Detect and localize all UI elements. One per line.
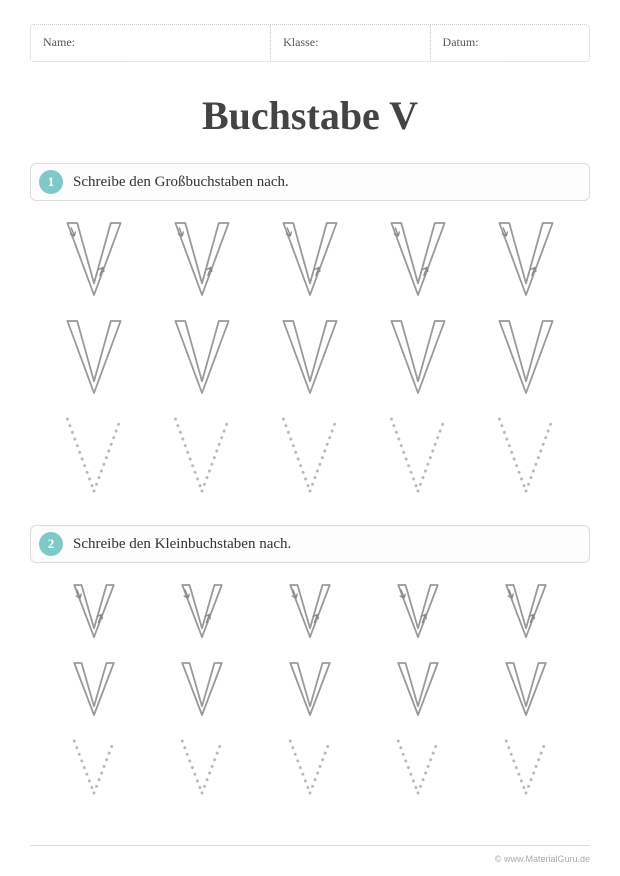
letter-v-outline_arrows <box>68 581 120 641</box>
letter-cell <box>364 415 472 495</box>
footer-copyright: © www.MaterialGuru.de <box>495 854 590 864</box>
letter-v-dotted <box>275 415 345 495</box>
letter-v-outline_arrows <box>500 581 552 641</box>
step-badge: 1 <box>39 170 63 194</box>
letter-v-dotted <box>500 737 552 797</box>
letter-v-outline <box>500 659 552 719</box>
letter-v-dotted <box>383 415 453 495</box>
letter-row <box>40 317 580 397</box>
letter-cell <box>148 415 256 495</box>
letter-v-outline <box>176 659 228 719</box>
letter-cell <box>40 317 148 397</box>
letter-v-outline_arrows <box>383 219 453 299</box>
letter-v-dotted <box>491 415 561 495</box>
instruction-bar: 1 Schreibe den Großbuchstaben nach. <box>30 163 590 201</box>
letter-cell <box>40 659 148 719</box>
letter-cell <box>40 737 148 797</box>
letter-v-outline_arrows <box>176 581 228 641</box>
letter-grid <box>30 219 590 495</box>
letter-cell <box>472 581 580 641</box>
letter-v-dotted <box>167 415 237 495</box>
letter-v-outline_arrows <box>392 581 444 641</box>
letter-v-outline_arrows <box>491 219 561 299</box>
letter-row <box>40 219 580 299</box>
letter-row <box>40 659 580 719</box>
letter-v-outline_arrows <box>167 219 237 299</box>
letter-cell <box>40 415 148 495</box>
letter-cell <box>40 581 148 641</box>
letter-v-dotted <box>59 415 129 495</box>
letter-v-outline <box>383 317 453 397</box>
header-name[interactable]: Name: <box>31 25 271 61</box>
letter-v-dotted <box>284 737 336 797</box>
letter-row <box>40 737 580 797</box>
letter-cell <box>256 581 364 641</box>
letter-v-dotted <box>68 737 120 797</box>
letter-v-outline <box>167 317 237 397</box>
letter-cell <box>148 581 256 641</box>
letter-cell <box>472 737 580 797</box>
letter-cell <box>256 415 364 495</box>
letter-cell <box>472 659 580 719</box>
step-badge: 2 <box>39 532 63 556</box>
footer-divider <box>30 845 590 846</box>
letter-cell <box>148 659 256 719</box>
letter-v-dotted <box>176 737 228 797</box>
letter-cell <box>256 737 364 797</box>
letter-v-outline_arrows <box>284 581 336 641</box>
header-row: Name: Klasse: Datum: <box>30 24 590 62</box>
instruction-text: Schreibe den Kleinbuchstaben nach. <box>73 536 291 553</box>
letter-v-outline <box>275 317 345 397</box>
letter-v-outline <box>68 659 120 719</box>
letter-v-outline <box>392 659 444 719</box>
letter-cell <box>364 317 472 397</box>
letter-cell <box>148 219 256 299</box>
letter-v-outline <box>491 317 561 397</box>
letter-v-dotted <box>392 737 444 797</box>
letter-cell <box>472 415 580 495</box>
page-title: Buchstabe V <box>30 92 590 139</box>
letter-cell <box>364 581 472 641</box>
letter-grid <box>30 581 590 797</box>
letter-cell <box>256 317 364 397</box>
letter-cell <box>472 219 580 299</box>
letter-cell <box>364 737 472 797</box>
instruction-text: Schreibe den Großbuchstaben nach. <box>73 174 289 191</box>
letter-cell <box>40 219 148 299</box>
letter-v-outline <box>284 659 336 719</box>
letter-row <box>40 415 580 495</box>
letter-v-outline_arrows <box>59 219 129 299</box>
letter-row <box>40 581 580 641</box>
letter-cell <box>256 659 364 719</box>
header-class[interactable]: Klasse: <box>271 25 430 61</box>
letter-cell <box>148 737 256 797</box>
letter-v-outline <box>59 317 129 397</box>
header-date[interactable]: Datum: <box>431 25 589 61</box>
letter-cell <box>472 317 580 397</box>
letter-cell <box>148 317 256 397</box>
letter-v-outline_arrows <box>275 219 345 299</box>
letter-cell <box>256 219 364 299</box>
letter-cell <box>364 659 472 719</box>
instruction-bar: 2 Schreibe den Kleinbuchstaben nach. <box>30 525 590 563</box>
letter-cell <box>364 219 472 299</box>
